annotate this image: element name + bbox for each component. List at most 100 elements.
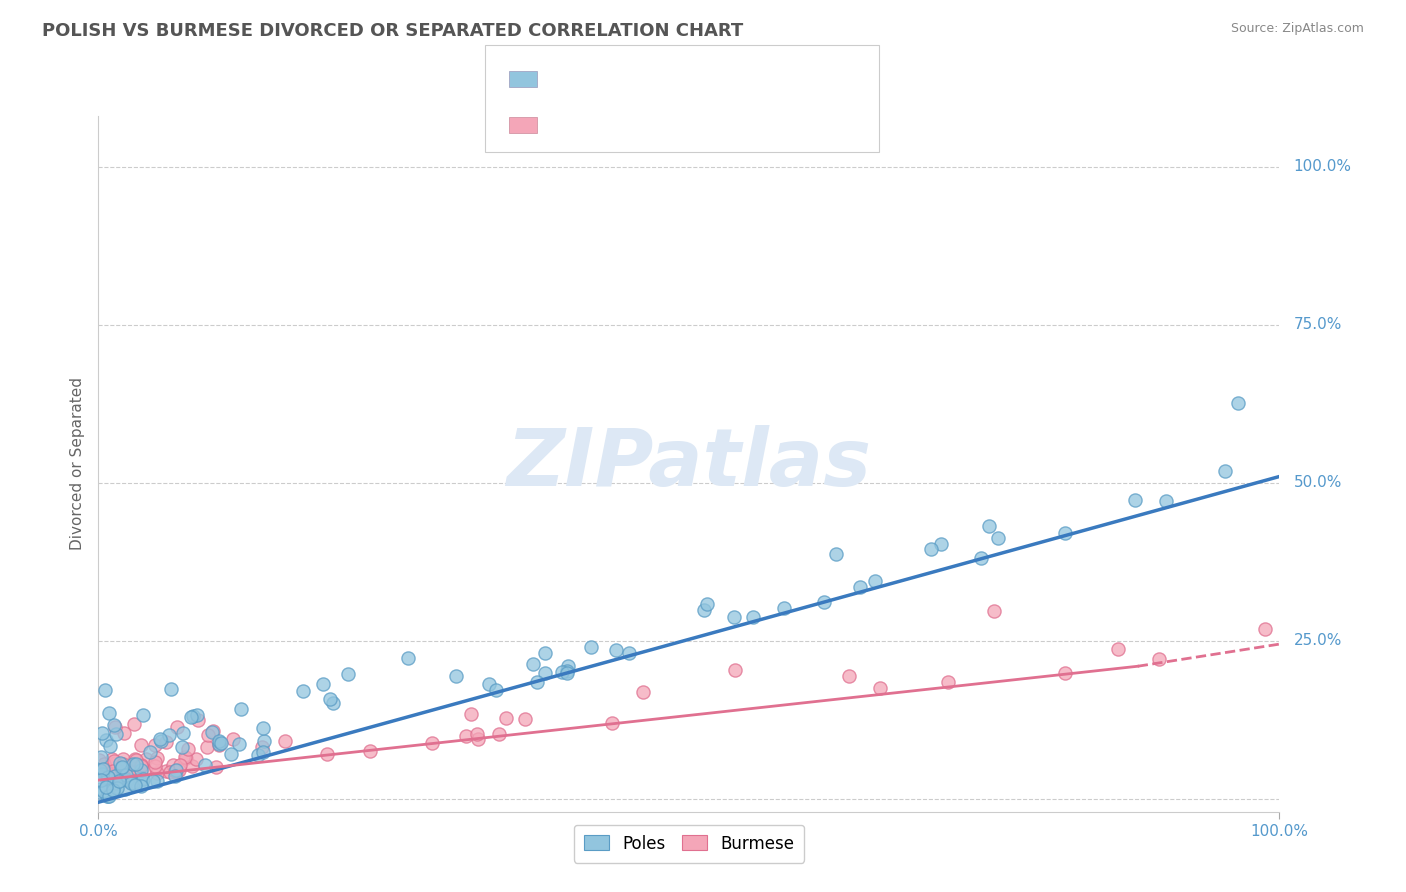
Point <box>723 610 745 624</box>
Point <box>149 734 172 748</box>
Point <box>149 732 172 747</box>
Point <box>105 780 128 795</box>
Point <box>97 706 120 721</box>
Point <box>183 709 205 723</box>
Point <box>605 643 627 657</box>
Point <box>180 709 202 723</box>
Point <box>117 768 139 782</box>
Point <box>1254 622 1277 636</box>
Point <box>396 651 419 665</box>
Point <box>97 789 120 803</box>
Point <box>124 779 146 793</box>
Point <box>201 725 224 739</box>
Point <box>125 756 148 771</box>
Point <box>131 771 153 785</box>
Text: 84: 84 <box>686 120 709 138</box>
Point <box>167 764 190 778</box>
Point <box>969 551 991 566</box>
Point <box>135 752 157 766</box>
Text: Source: ZipAtlas.com: Source: ZipAtlas.com <box>1230 22 1364 36</box>
Point <box>143 759 166 773</box>
Point <box>983 603 1005 617</box>
Point <box>579 640 602 654</box>
Text: R =: R = <box>548 120 588 138</box>
Point <box>1123 493 1146 508</box>
Point <box>208 738 231 752</box>
Point <box>617 646 640 660</box>
Point <box>551 665 574 680</box>
Point <box>337 666 360 681</box>
Point <box>180 758 202 772</box>
Point <box>465 727 488 741</box>
Point <box>93 683 115 698</box>
Point <box>104 777 127 791</box>
Point <box>869 681 891 695</box>
Point <box>91 725 114 739</box>
Y-axis label: Divorced or Separated: Divorced or Separated <box>70 377 86 550</box>
Point <box>132 707 155 722</box>
Point <box>105 776 128 790</box>
Point <box>741 610 763 624</box>
Point <box>104 773 127 788</box>
Point <box>1107 642 1129 657</box>
Point <box>1054 666 1077 681</box>
Point <box>600 716 623 731</box>
Point <box>91 784 114 798</box>
Point <box>170 739 193 754</box>
Point <box>825 547 848 561</box>
Point <box>97 770 120 784</box>
Point <box>90 749 112 764</box>
Point <box>495 711 517 725</box>
Point <box>931 536 953 550</box>
Point <box>103 718 125 732</box>
Point <box>101 781 124 796</box>
Point <box>143 755 166 769</box>
Point <box>96 733 118 747</box>
Point <box>129 757 152 772</box>
Point <box>315 747 337 761</box>
Point <box>90 773 112 788</box>
Point <box>515 712 537 726</box>
Point <box>631 685 654 699</box>
Text: 0.265: 0.265 <box>583 120 636 138</box>
Point <box>112 756 135 771</box>
Text: R =: R = <box>548 74 588 93</box>
Point <box>557 658 579 673</box>
Text: 0.606: 0.606 <box>583 74 634 93</box>
Text: 75.0%: 75.0% <box>1294 318 1341 332</box>
Point <box>197 728 219 742</box>
Point <box>422 736 444 750</box>
Point <box>94 770 117 784</box>
Point <box>522 657 544 671</box>
Point <box>90 767 112 781</box>
Text: N =: N = <box>636 120 688 138</box>
Text: 114: 114 <box>686 74 720 93</box>
Point <box>101 752 124 766</box>
Point <box>488 727 510 741</box>
Point <box>112 726 135 740</box>
Point <box>93 756 115 771</box>
Point <box>219 747 242 761</box>
Point <box>184 752 207 766</box>
Point <box>159 764 181 779</box>
Text: 100.0%: 100.0% <box>1294 159 1351 174</box>
Text: POLISH VS BURMESE DIVORCED OR SEPARATED CORRELATION CHART: POLISH VS BURMESE DIVORCED OR SEPARATED … <box>42 22 744 40</box>
Point <box>98 759 121 773</box>
Point <box>174 750 197 764</box>
Point <box>104 769 127 783</box>
Point <box>107 764 129 778</box>
Point <box>555 666 578 681</box>
Point <box>132 764 155 778</box>
Point <box>104 720 127 734</box>
Point <box>155 764 177 778</box>
Point <box>104 727 127 741</box>
Point <box>557 664 579 678</box>
Point <box>724 663 747 677</box>
Point <box>97 772 120 786</box>
Point <box>696 598 718 612</box>
Point <box>920 541 942 556</box>
Point <box>172 726 194 740</box>
Point <box>166 763 188 777</box>
Point <box>94 780 117 795</box>
Point <box>194 758 217 772</box>
